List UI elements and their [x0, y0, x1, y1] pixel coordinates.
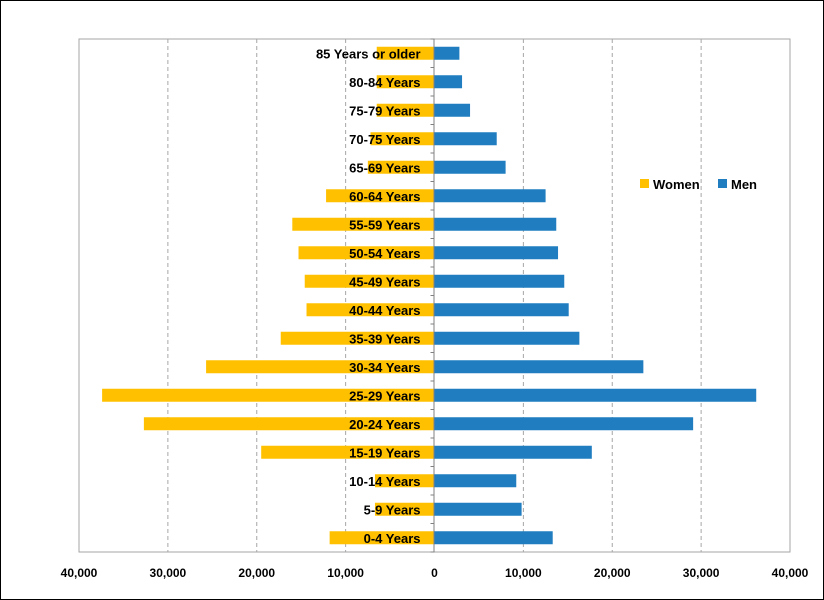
x-tick-labels: 40,000 30,000 20,000 10,000 0 10,000 20,000 30,… [61, 566, 809, 580]
bar-men [434, 445, 592, 459]
bar-men [434, 331, 580, 345]
category-label: 50-54 Years [349, 246, 420, 261]
bar-women [370, 132, 435, 146]
x-tick-label: 40,000 [61, 566, 98, 580]
category-label: 85 Years or older [316, 46, 421, 61]
bar-women [376, 103, 435, 117]
bar-men [434, 417, 694, 431]
category-label: 30-34 Years [349, 360, 420, 375]
x-tick-label: 30,000 [683, 566, 720, 580]
category-label: 45-49 Years [349, 274, 420, 289]
bar-women [292, 217, 435, 231]
x-tick-label: 20,000 [594, 566, 631, 580]
legend-swatch-men [718, 179, 727, 188]
bar-women [376, 75, 435, 89]
bars [102, 46, 757, 545]
bar-women [102, 388, 435, 402]
bar-women [376, 46, 435, 60]
bar-women [298, 246, 435, 260]
bar-men [434, 103, 471, 117]
bar-men [434, 75, 463, 89]
legend-label-women: Women [653, 177, 700, 192]
bar-women [326, 189, 435, 203]
bar-men [434, 160, 506, 174]
category-label: 60-64 Years [349, 189, 420, 204]
category-label: 65-69 Years [349, 160, 420, 175]
bar-men [434, 388, 757, 402]
category-label: 15-19 Years [349, 445, 420, 460]
category-labels: 85 Years or older 80-84 Years 75-79 Years 7… [316, 46, 421, 546]
bar-women [304, 274, 435, 288]
x-tick-label: 20,000 [238, 566, 275, 580]
bar-women [206, 360, 435, 374]
category-label: 75-79 Years [349, 103, 420, 118]
bar-women [261, 445, 435, 459]
gridlines [167, 39, 702, 552]
bar-men [434, 502, 522, 516]
category-ticks [430, 38, 435, 553]
bar-men [434, 474, 517, 488]
bar-men [434, 303, 569, 317]
bar-women [306, 303, 435, 317]
bar-women [367, 160, 435, 174]
bar-women [280, 331, 435, 345]
bar-men [434, 246, 559, 260]
category-label: 5-9 Years [364, 502, 421, 517]
category-label: 25-29 Years [349, 388, 420, 403]
category-label: 55-59 Years [349, 217, 420, 232]
category-label: 80-84 Years [349, 75, 420, 90]
bar-women [143, 417, 435, 431]
category-label: 20-24 Years [349, 417, 420, 432]
legend: Women Men [640, 177, 757, 192]
category-label: 0-4 Years [364, 531, 421, 546]
bar-men [434, 217, 557, 231]
bar-women [374, 474, 435, 488]
bar-men [434, 274, 565, 288]
x-tick-label: 40,000 [772, 566, 809, 580]
x-tick-label: 10,000 [327, 566, 364, 580]
legend-label-men: Men [731, 177, 757, 192]
bar-men [434, 189, 546, 203]
x-tick-label: 30,000 [150, 566, 187, 580]
x-tick-label: 0 [431, 566, 438, 580]
category-label: 35-39 Years [349, 331, 420, 346]
category-label: 40-44 Years [349, 303, 420, 318]
category-label: 10-14 Years [349, 474, 420, 489]
legend-swatch-women [640, 179, 649, 188]
bar-men [434, 360, 644, 374]
bar-women [374, 502, 435, 516]
bar-men [434, 132, 497, 146]
bar-men [434, 531, 553, 545]
x-tick-label: 10,000 [505, 566, 542, 580]
bar-women [329, 531, 435, 545]
bar-men [434, 46, 460, 60]
category-label: 70-75 Years [349, 132, 420, 147]
